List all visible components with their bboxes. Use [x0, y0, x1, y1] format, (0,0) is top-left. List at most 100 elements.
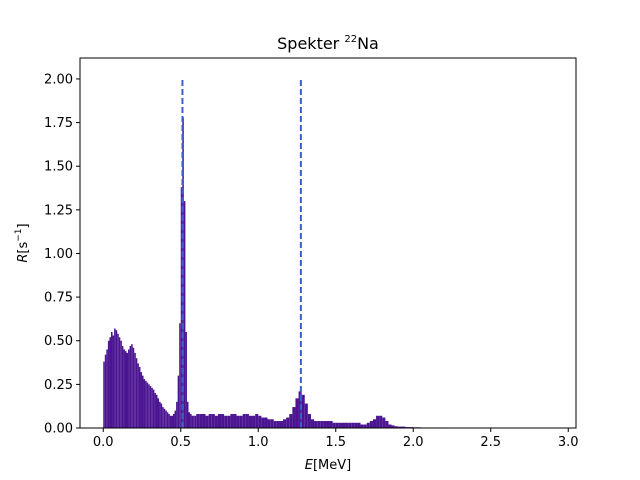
histogram-bar — [205, 415, 209, 428]
histogram-bar — [258, 415, 262, 428]
histogram-bar — [190, 414, 192, 428]
histogram-bar — [236, 415, 240, 428]
histogram-bar — [301, 394, 305, 428]
histogram-bar — [255, 414, 259, 428]
histogram-bar — [338, 422, 342, 428]
histogram-bar — [104, 354, 107, 428]
histogram-bar — [152, 389, 155, 428]
chart-title: Spekter 22Na — [277, 34, 379, 53]
y-tick-label: 0.25 — [44, 378, 73, 393]
histogram-bar — [138, 366, 141, 428]
histogram-bar — [286, 417, 290, 428]
histogram-bar — [363, 424, 367, 428]
histogram-bar — [351, 422, 355, 428]
histogram-bar — [154, 393, 156, 428]
histogram-bar — [112, 335, 115, 428]
histogram-bar — [283, 419, 287, 428]
histogram-bar — [146, 382, 149, 428]
histogram-bar — [160, 403, 163, 428]
histogram-bar — [341, 422, 346, 428]
histogram-bar — [279, 421, 284, 428]
histogram-bar — [128, 349, 130, 428]
histogram-bar — [348, 422, 352, 428]
histogram-bar — [329, 421, 333, 428]
histogram-bar — [208, 414, 212, 428]
histogram-bar — [224, 415, 228, 428]
histogram-bar — [174, 410, 177, 428]
histogram-bar — [248, 415, 253, 428]
y-tick-label: 0.00 — [44, 422, 73, 437]
histogram-bar — [134, 352, 136, 428]
histogram-bar — [382, 417, 386, 428]
histogram-bar — [191, 415, 194, 428]
histogram-bar — [199, 414, 203, 428]
x-tick-label: 3.0 — [558, 435, 579, 450]
histogram-bar — [168, 414, 170, 428]
histogram-bar — [151, 387, 153, 428]
histogram-bar — [335, 422, 339, 428]
histogram-bar — [320, 421, 324, 428]
histogram-bar — [267, 419, 271, 428]
histogram-bar — [245, 414, 249, 428]
histogram-bar — [131, 344, 133, 428]
histogram-bar — [295, 398, 299, 428]
x-axis-ticks: 0.0 0.5 1.0 1.5 2.0 2.5 3.0 — [93, 428, 579, 450]
histogram-bar — [109, 337, 111, 428]
histogram-bar — [292, 407, 296, 428]
histogram-bar — [264, 417, 268, 428]
histogram-bar — [217, 414, 222, 428]
histogram-bar — [298, 391, 301, 428]
histogram-bar — [103, 361, 105, 428]
histogram-bar — [124, 351, 127, 428]
histogram-bar — [307, 414, 311, 428]
histogram-bar — [354, 422, 358, 428]
histogram-bar — [261, 417, 265, 428]
histogram-bar — [176, 401, 178, 428]
histogram-bar — [106, 349, 108, 428]
histogram-bar — [137, 363, 139, 428]
histogram-bar — [118, 337, 121, 428]
histogram-bar — [314, 421, 318, 428]
histogram-bar — [385, 421, 389, 428]
histogram-bar — [194, 415, 197, 428]
y-tick-label: 0.75 — [44, 291, 73, 306]
histogram-bar — [369, 421, 373, 428]
histogram-bar — [107, 340, 110, 428]
histogram-bar — [188, 412, 191, 428]
histogram-bar — [391, 425, 395, 428]
histogram-bar — [177, 375, 180, 428]
y-tick-label: 2.00 — [44, 72, 73, 87]
histogram-bar — [227, 415, 231, 428]
histogram-bar — [397, 426, 406, 428]
histogram-bars — [103, 117, 555, 429]
histogram-bar — [115, 330, 118, 428]
histogram-bar — [162, 407, 164, 428]
histogram-bar — [196, 414, 200, 428]
chart-title-superscript: 22 — [344, 34, 357, 45]
histogram-bar — [388, 424, 392, 428]
y-tick-label: 1.75 — [44, 116, 73, 131]
histogram-bar — [179, 323, 181, 428]
histogram-bar — [143, 379, 146, 428]
x-tick-label: 1.0 — [248, 435, 269, 450]
histogram-bar — [159, 401, 161, 428]
plot-frame — [79, 57, 577, 429]
histogram-bar — [114, 328, 116, 428]
histogram-bar — [111, 332, 113, 428]
x-tick-label: 0.5 — [170, 435, 191, 450]
histogram-bar — [171, 415, 173, 428]
y-axis-label: R[s−1] — [14, 223, 31, 262]
histogram-bar — [185, 332, 187, 428]
histogram-bar — [129, 345, 132, 428]
x-tick-label: 0.0 — [93, 435, 114, 450]
y-tick-label: 1.25 — [44, 203, 73, 218]
histogram-bar — [173, 414, 175, 428]
y-tick-label: 0.50 — [44, 334, 73, 349]
histogram-bar — [394, 426, 398, 428]
histogram-bar — [123, 349, 125, 428]
histogram-bar — [166, 412, 169, 428]
y-tick-label: 1.00 — [44, 247, 73, 262]
histogram-bar — [276, 421, 280, 428]
histogram-bar — [233, 414, 237, 428]
histogram-bar — [270, 419, 274, 428]
